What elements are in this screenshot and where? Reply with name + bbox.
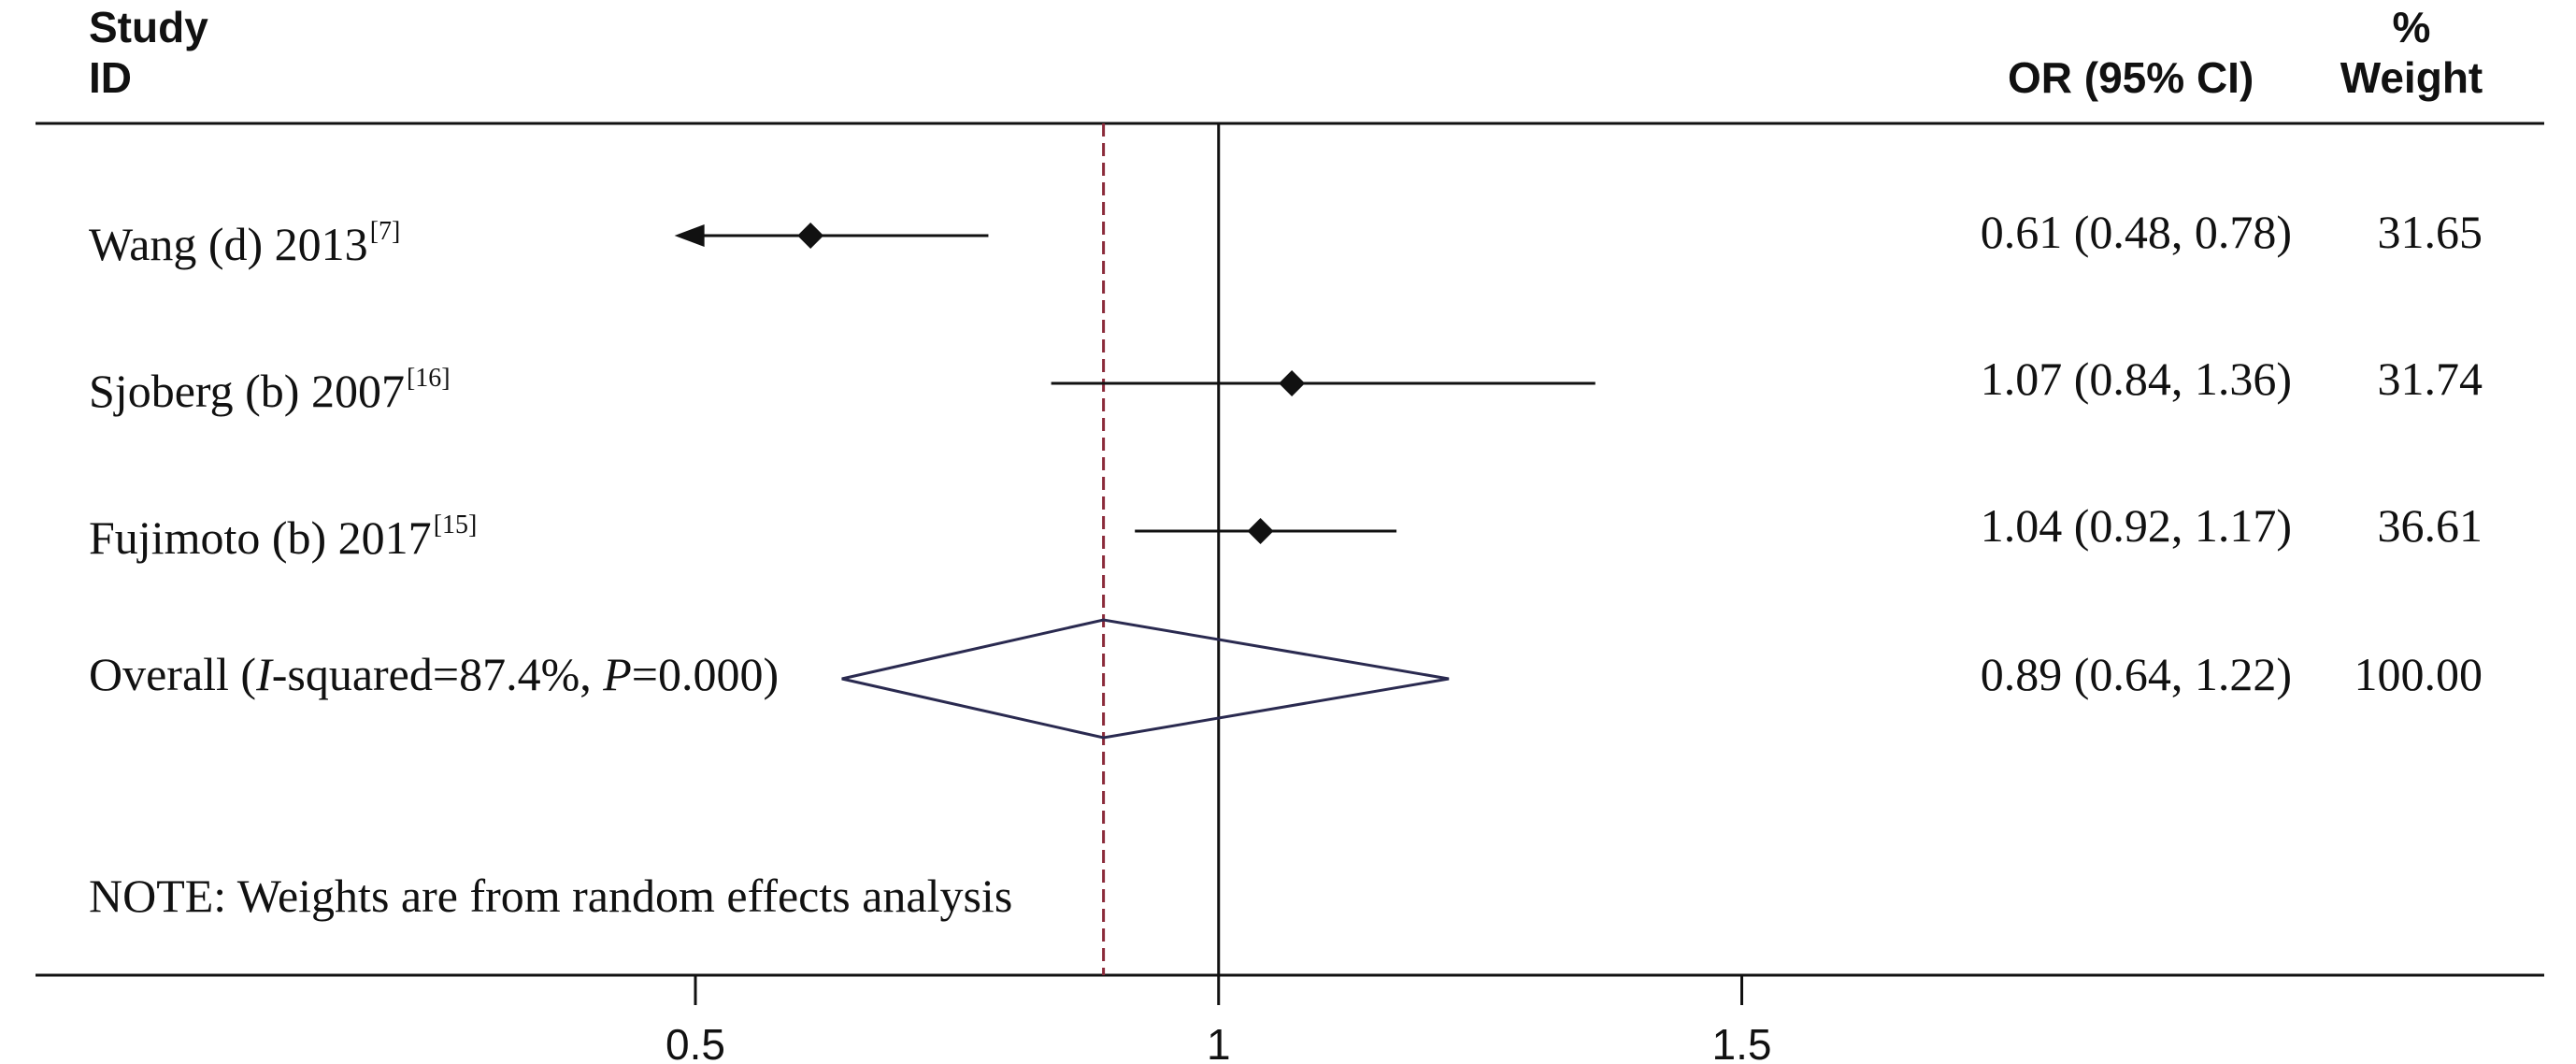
study-label: Fujimoto (b) 2017[15] bbox=[89, 497, 477, 566]
study-reference: [7] bbox=[369, 217, 401, 246]
study-label: Wang (d) 2013[7] bbox=[89, 204, 400, 272]
truncation-arrow bbox=[674, 224, 705, 247]
study-header-line2: ID bbox=[89, 53, 132, 102]
study-id-header: Study ID bbox=[89, 2, 208, 103]
overall-or-value: 0.89 (0.64, 1.22) bbox=[1980, 648, 2292, 700]
overall-i-letter: I bbox=[256, 648, 272, 700]
study-header-line1: Study bbox=[89, 3, 208, 51]
overall-label: Overall (I-squared=87.4%, P=0.000) bbox=[89, 646, 779, 702]
overall-i-squared: -squared=87.4%, bbox=[271, 648, 604, 700]
study-name: Sjoberg (b) 2007 bbox=[89, 365, 405, 417]
or-value: 0.61 (0.48, 0.78) bbox=[1980, 206, 2292, 258]
study-name: Fujimoto (b) 2017 bbox=[89, 511, 432, 564]
weight-header-line2: Weight bbox=[2340, 53, 2483, 102]
overall-prefix: Overall ( bbox=[89, 648, 257, 700]
point-estimate bbox=[797, 223, 824, 249]
point-estimate bbox=[1279, 370, 1306, 396]
x-tick-label: 1 bbox=[1207, 1020, 1231, 1064]
point-estimate bbox=[1247, 518, 1274, 544]
weight-value: 36.61 bbox=[2377, 499, 2483, 552]
or-value: 1.04 (0.92, 1.17) bbox=[1980, 499, 2292, 552]
study-label: Sjoberg (b) 2007[16] bbox=[89, 351, 451, 419]
study-reference: [16] bbox=[406, 364, 451, 393]
overall-p-value: =0.000) bbox=[631, 648, 780, 700]
study-name: Wang (d) 2013 bbox=[89, 218, 368, 270]
study-reference: [15] bbox=[433, 510, 478, 539]
overall-diamond bbox=[841, 618, 1450, 740]
weight-value: 31.65 bbox=[2377, 206, 2483, 258]
or-ci-header: OR (95% CI) bbox=[2008, 53, 2254, 102]
study-estimates bbox=[674, 223, 1596, 544]
weight-header-line1: % bbox=[2392, 3, 2431, 51]
note-text: NOTE: Weights are from random effects an… bbox=[89, 870, 1013, 922]
weight-header: % Weight bbox=[2337, 2, 2486, 103]
weight-value: 31.74 bbox=[2377, 352, 2483, 405]
or-value: 1.07 (0.84, 1.36) bbox=[1980, 352, 2292, 405]
overall-weight-value: 100.00 bbox=[2354, 648, 2483, 700]
x-axis-ticks: 0.5 1 1.5 bbox=[665, 975, 1771, 1064]
overall-p-letter: P bbox=[603, 648, 632, 700]
x-tick-label: 0.5 bbox=[665, 1020, 725, 1064]
x-tick-label: 1.5 bbox=[1712, 1020, 1772, 1064]
